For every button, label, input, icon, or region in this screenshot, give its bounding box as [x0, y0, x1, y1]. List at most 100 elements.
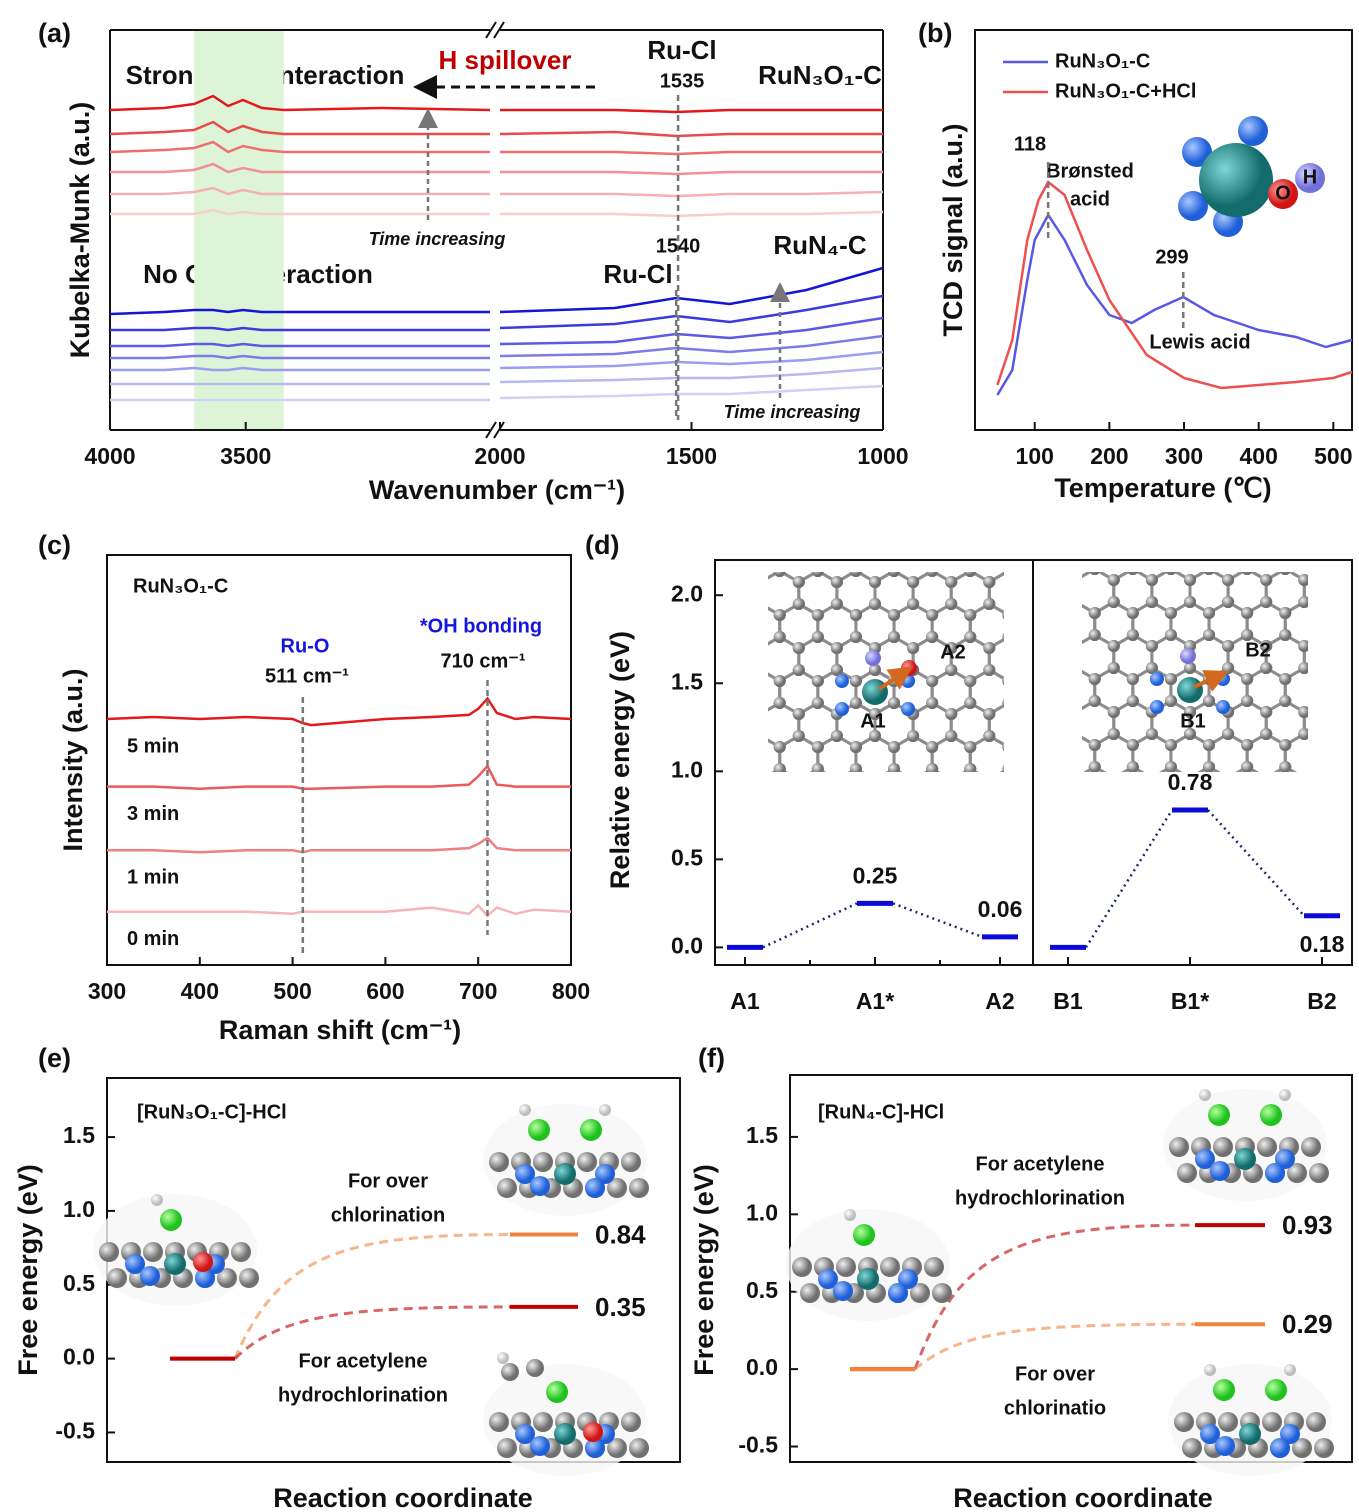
atom [1222, 530, 1234, 542]
x-axis-label: Wavenumber (cm⁻¹) [369, 475, 625, 505]
lattice-bond [1038, 569, 1076, 613]
spectrum [110, 316, 884, 348]
atom [792, 598, 805, 610]
atom [830, 730, 843, 742]
atom [830, 664, 843, 676]
spectrum [110, 350, 884, 372]
peak-label: 511 cm⁻¹ [265, 665, 349, 687]
atom [945, 774, 957, 786]
atom [1021, 642, 1033, 654]
y-tick-label: 1.0 [63, 1196, 95, 1222]
atom [736, 763, 748, 775]
atom [1355, 629, 1359, 641]
y-axis-label: Kubelka-Munk (a.u.) [65, 102, 95, 359]
panel-label: (b) [918, 18, 952, 48]
atom [1241, 629, 1254, 641]
peak-label: 710 cm⁻¹ [440, 650, 525, 672]
atom [836, 1257, 856, 1277]
atom [1002, 632, 1004, 642]
atom [869, 532, 881, 544]
x-tick-label: 1500 [666, 443, 717, 469]
atom [1021, 510, 1033, 522]
atom [812, 807, 824, 819]
atom [1355, 739, 1359, 751]
y-tick-label: 0.0 [671, 932, 703, 958]
chart-title: [RuN₄-C]-HCl [818, 1101, 944, 1123]
structure-inset [1032, 503, 1359, 844]
atom [736, 697, 748, 709]
atom [1184, 706, 1196, 718]
atom [888, 543, 900, 555]
spectrum [110, 208, 884, 218]
y-tick-label: 1.0 [746, 1199, 778, 1225]
atom [1127, 572, 1139, 575]
atom [736, 829, 748, 841]
atom [736, 763, 748, 775]
atom [1279, 827, 1291, 839]
atom [533, 1412, 553, 1432]
atom [1040, 763, 1052, 775]
lattice-bond [1266, 503, 1304, 547]
atom [773, 572, 786, 577]
annotation: H spillover [439, 45, 572, 75]
atom [1336, 772, 1348, 784]
atom [907, 840, 919, 852]
annotation: A2 [940, 641, 966, 663]
atom [1260, 530, 1272, 542]
atom [1032, 530, 1044, 542]
atom [1241, 805, 1253, 817]
connector [762, 902, 858, 949]
atom [1145, 662, 1158, 674]
atom [1146, 772, 1158, 784]
atom [793, 774, 805, 786]
atom [811, 697, 824, 709]
atom [717, 730, 729, 742]
atom [1070, 772, 1082, 784]
atom [1203, 607, 1216, 619]
atom [1021, 642, 1033, 654]
atom [1165, 541, 1177, 553]
atom [1317, 805, 1329, 817]
atom [888, 697, 901, 709]
y-tick-label: 1.5 [746, 1122, 778, 1148]
atom [1070, 508, 1082, 520]
x-tick-label: 500 [273, 978, 311, 1004]
atom [528, 1119, 550, 1141]
atom [850, 499, 862, 511]
atom [1241, 541, 1253, 553]
atom [1317, 629, 1329, 641]
lattice-bond [1304, 503, 1342, 547]
atom [717, 730, 729, 742]
atom [1260, 1104, 1282, 1126]
atom [1021, 730, 1033, 742]
atom [717, 642, 729, 654]
atom [607, 1178, 627, 1198]
atom [530, 1176, 550, 1196]
atom [983, 532, 995, 544]
atom [926, 807, 938, 819]
atom [1002, 742, 1004, 752]
atom [554, 1163, 576, 1185]
atom [853, 1224, 875, 1246]
atom [1306, 1412, 1326, 1432]
atom [907, 510, 919, 522]
x-tick-label: 700 [459, 978, 497, 1004]
lattice-bond [1133, 800, 1171, 844]
atom [1002, 543, 1014, 555]
atom [869, 598, 881, 610]
atom [1021, 730, 1033, 742]
atom [1222, 794, 1234, 806]
atom [811, 572, 824, 577]
lattice-bond [816, 734, 858, 772]
atom [736, 543, 748, 555]
atom [1126, 673, 1139, 685]
atom [717, 576, 729, 588]
atom [926, 543, 938, 555]
atom [1298, 530, 1310, 542]
atom [1070, 640, 1082, 652]
x-tick-label: A1* [856, 988, 894, 1014]
atom [1279, 695, 1292, 707]
atom [1222, 794, 1234, 806]
atom [1108, 530, 1120, 542]
atom [1257, 1137, 1277, 1157]
